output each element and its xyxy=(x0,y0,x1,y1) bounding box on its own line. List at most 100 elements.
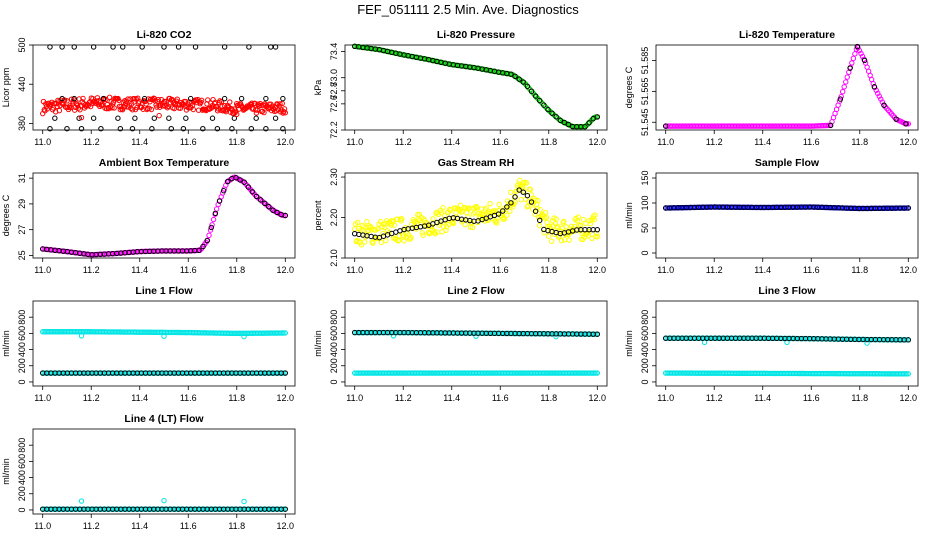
data-point xyxy=(358,227,364,233)
data-point xyxy=(443,227,449,234)
panel-6: Sample Flow ml/min 11.0 11.2 11.4 11.6 11.8 12.… xyxy=(624,157,919,275)
data-point xyxy=(148,106,155,113)
data-point xyxy=(871,84,878,90)
data-point xyxy=(207,227,214,233)
data-point xyxy=(420,232,426,238)
x-tick-label: 11.6 xyxy=(492,393,509,403)
data-point xyxy=(399,215,405,222)
x-tick-label: 12.0 xyxy=(589,137,607,147)
y-tick-label: 500 xyxy=(17,37,27,52)
x-tick-label: 11.0 xyxy=(346,393,363,403)
data-point xyxy=(575,214,581,220)
y-tick-label: 0 xyxy=(640,379,650,384)
data-point xyxy=(367,224,374,230)
y-axis-label: ml/min xyxy=(313,330,323,357)
data-point xyxy=(141,95,148,102)
panel-2: Li-820 Pressure kPa 11.0 11.2 11.4 11.6 11.8 12… xyxy=(313,29,608,147)
data-point xyxy=(282,212,288,219)
data-point xyxy=(78,498,85,504)
y-axis-label: ml/min xyxy=(624,202,634,229)
data-point xyxy=(555,223,561,230)
y-axis-label: ml/min xyxy=(1,458,11,485)
y-tick-label: 72.8 xyxy=(329,82,339,100)
data-point xyxy=(90,44,97,50)
panel-9: Line 3 Flow ml/min 11.0 11.2 11.4 11.6 11.8 12.… xyxy=(624,285,919,403)
data-point xyxy=(214,125,221,132)
data-point xyxy=(391,222,397,228)
panel-10: Line 4 (LT) Flow ml/min 11.0 11.2 11.4 11.6 11… xyxy=(1,413,296,531)
y-tick-label: 380 xyxy=(17,116,27,131)
data-point xyxy=(524,204,531,210)
data-point xyxy=(269,103,276,109)
data-point xyxy=(361,224,367,230)
data-point xyxy=(438,210,445,216)
x-tick-label: 11.6 xyxy=(803,393,820,403)
data-point xyxy=(355,219,361,226)
data-point xyxy=(565,121,572,128)
data-point xyxy=(592,212,598,218)
data-point xyxy=(198,97,205,104)
data-point xyxy=(501,216,508,222)
data-point xyxy=(47,125,53,132)
data-point xyxy=(132,115,138,121)
data-point xyxy=(508,200,514,206)
data-point xyxy=(268,44,274,50)
x-tick-label: 12.0 xyxy=(900,137,918,147)
x-tick-label: 11.8 xyxy=(851,393,868,403)
data-point xyxy=(374,235,380,242)
data-point xyxy=(594,370,600,376)
data-point xyxy=(516,76,522,82)
data-point xyxy=(56,107,63,114)
data-point xyxy=(204,237,210,244)
data-point xyxy=(470,211,477,217)
y-tick-label: 2.10 xyxy=(329,249,339,267)
data-point xyxy=(561,119,568,126)
y-axis-label: ml/min xyxy=(1,330,11,357)
data-point xyxy=(233,175,239,181)
y-tick-label: 0 xyxy=(329,379,339,384)
series-1 xyxy=(352,43,600,130)
data-point xyxy=(839,89,846,95)
data-point xyxy=(221,44,228,50)
data-point xyxy=(190,106,196,113)
data-point xyxy=(520,183,526,189)
panel-title: Li-820 Temperature xyxy=(739,29,835,41)
series-2 xyxy=(663,204,911,212)
data-point xyxy=(272,44,279,50)
data-point xyxy=(187,95,194,102)
data-point xyxy=(274,209,280,216)
data-point xyxy=(594,226,600,233)
data-point xyxy=(216,198,223,204)
data-point xyxy=(534,205,540,212)
y-tick-label: 29 xyxy=(17,199,27,209)
data-point xyxy=(200,243,206,250)
y-tick-label: 73.4 xyxy=(329,43,339,61)
series-2 xyxy=(78,497,247,505)
data-point xyxy=(837,96,844,102)
data-point xyxy=(80,95,86,102)
data-point xyxy=(209,222,215,228)
x-tick-label: 12.0 xyxy=(589,265,607,275)
x-tick-label: 11.8 xyxy=(540,137,557,147)
data-point xyxy=(71,44,77,50)
data-point xyxy=(129,125,136,132)
data-point xyxy=(168,125,174,132)
series-4 xyxy=(40,370,288,376)
y-tick-label: 100 xyxy=(640,195,650,210)
x-tick-label: 11.4 xyxy=(443,137,460,147)
data-point xyxy=(881,102,887,108)
data-point xyxy=(838,93,844,100)
data-point xyxy=(859,53,866,60)
data-point xyxy=(100,95,107,102)
y-tick-label: 50 xyxy=(640,223,650,233)
plot-frame xyxy=(32,300,296,387)
data-point xyxy=(280,95,286,102)
data-point xyxy=(527,186,534,192)
data-point xyxy=(586,120,592,126)
x-tick-label: 11.6 xyxy=(180,137,197,147)
data-point xyxy=(843,79,849,85)
x-tick-label: 11.2 xyxy=(83,393,100,403)
data-point xyxy=(587,221,594,227)
x-tick-label: 11.4 xyxy=(443,393,460,403)
plot-frame xyxy=(655,172,919,259)
